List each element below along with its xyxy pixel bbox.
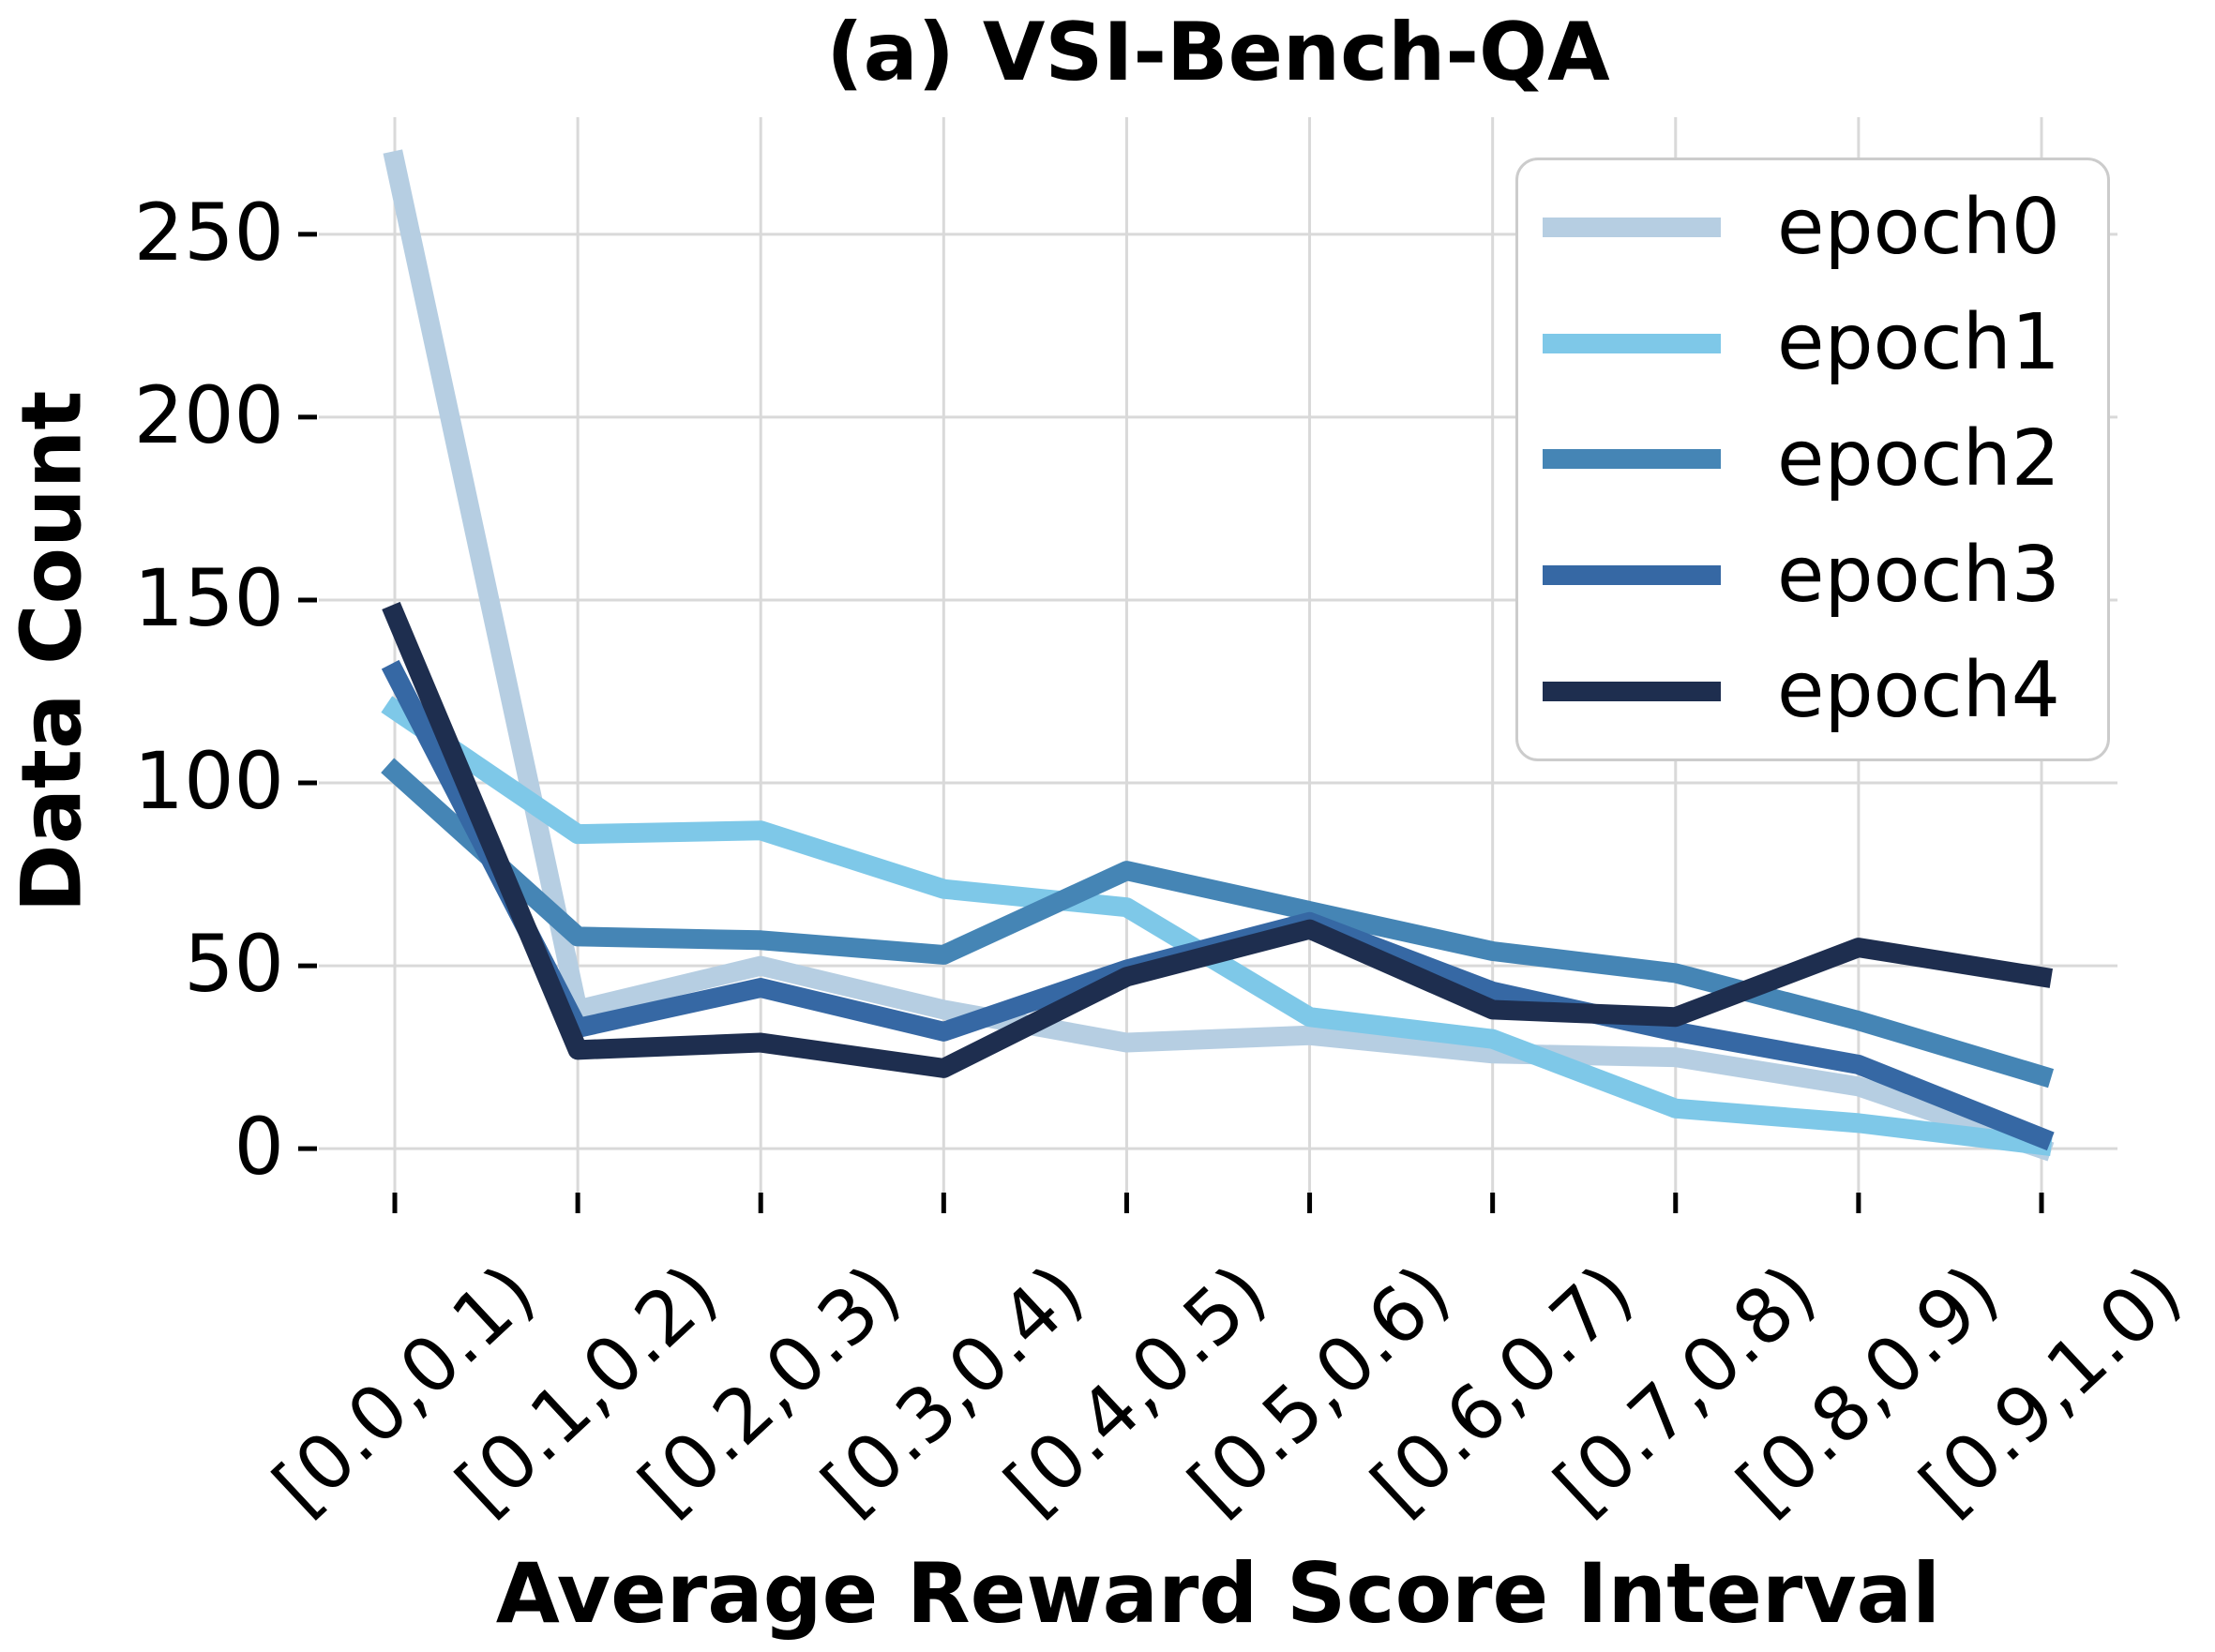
series-line-epoch2 [381,758,2055,1089]
y-tick-label: 150 [133,551,284,644]
y-tick-label: 200 [133,368,284,461]
chart-title: (a) VSI-Bench-QA [826,6,1610,99]
legend-swatch-epoch4 [1543,681,1721,701]
legend-swatch-epoch0 [1543,218,1721,238]
legend-item-epoch1: epoch1 [1518,305,2107,382]
legend-item-epoch0: epoch0 [1518,182,2107,272]
y-tick-label: 250 [133,186,284,278]
y-tick-label: 50 [184,918,284,1011]
legend-item-epoch4: epoch4 [1518,653,2107,729]
series-line-epoch0 [383,149,2055,1162]
series-line-epoch4 [382,601,2054,1078]
legend-item-epoch2: epoch2 [1518,413,2107,503]
legend-swatch-epoch2 [1543,449,1721,470]
legend-label-epoch0: epoch0 [1777,182,2060,272]
legend-label-epoch1: epoch1 [1777,298,2060,388]
legend-label-epoch2: epoch2 [1777,413,2060,503]
x-axis-label: Average Reward Score Interval [495,1545,1941,1642]
legend-swatch-epoch3 [1543,565,1721,586]
legend-item-epoch3: epoch3 [1518,530,2107,620]
legend-label-epoch4: epoch4 [1777,646,2060,736]
y-tick-label: 0 [234,1101,284,1194]
legend-swatch-epoch1 [1543,333,1721,353]
legend: epoch0 epoch1 epoch2 epoch3 epoch4 [1515,158,2110,761]
y-tick-label: 100 [133,735,284,828]
legend-label-epoch3: epoch3 [1777,530,2060,620]
